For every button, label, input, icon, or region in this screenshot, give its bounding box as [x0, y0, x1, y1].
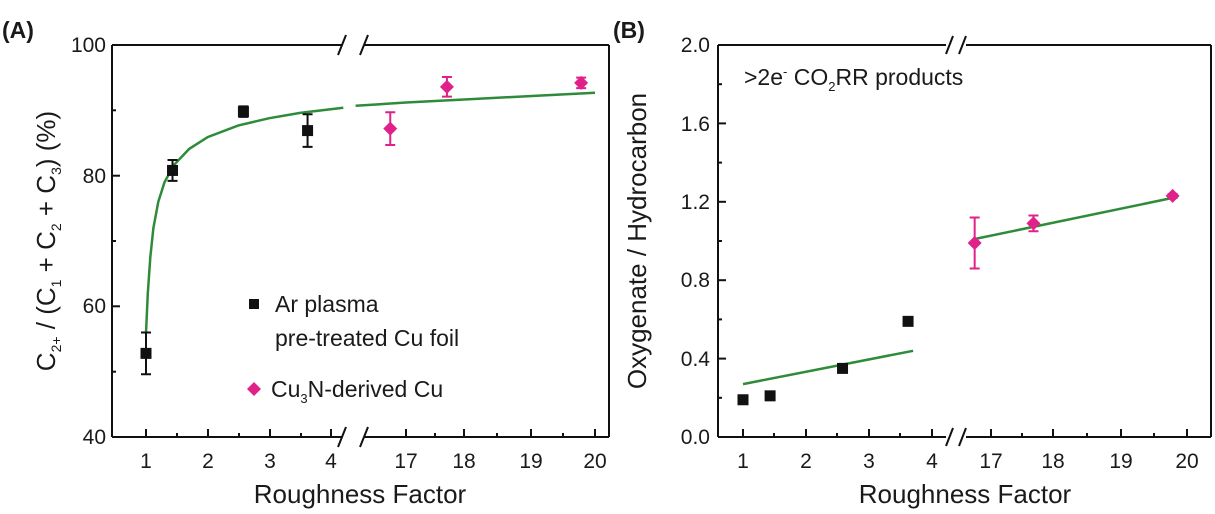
panel-a-axis-break-marks: [337, 34, 369, 448]
panel-a-ytick-label: 100: [71, 34, 106, 57]
data-point-square: [140, 347, 152, 359]
panel-a-ytick-label: 60: [83, 295, 106, 318]
data-point-diamond: [439, 79, 454, 94]
data-point-diamond: [574, 75, 589, 90]
panel-b-x-axis-title: Roughness Factor: [859, 479, 1072, 509]
fit-line-seg2: [355, 91, 596, 108]
panel-b-xtick-label: 1: [737, 450, 749, 473]
data-point-square: [764, 390, 776, 402]
panel-a-xtick-label: 18: [452, 450, 475, 473]
panel-a: (A) 40 60 80 100: [2, 17, 610, 509]
panel-a-data-points: [140, 75, 589, 376]
panel-b-axis-break-marks: [945, 35, 967, 447]
panel-b-ytick-label: 0.0: [681, 426, 710, 449]
panel-a-ytick-label: 40: [83, 426, 106, 449]
panel-b-annotation: >2e- CO2RR products: [744, 64, 963, 94]
panel-b-ytick-label: 1.2: [681, 191, 710, 214]
legend-label-ar-plasma-line2: pre-treated Cu foil: [275, 325, 459, 351]
panel-b-y-axis-title: Oxygenate / Hydrocarbon: [622, 93, 652, 389]
panel-b-data-points: [737, 188, 1180, 406]
panel-a-y-axis-title: C2+ / (C1 + C2 + C3) (%): [31, 111, 64, 371]
panel-a-ytick-label: 80: [83, 165, 106, 188]
panel-a-xtick-label: 17: [394, 450, 417, 473]
panel-b-xtick-label: 2: [800, 450, 812, 473]
panel-b-xtick-label: 19: [1109, 450, 1132, 473]
data-point-square: [737, 394, 749, 406]
data-point-diamond: [1165, 188, 1180, 203]
panel-a-xtick-label: 19: [519, 450, 542, 473]
panel-a-xtick-label: 1: [140, 450, 152, 473]
panel-a-label: (A): [2, 17, 34, 43]
panel-a-xtick-label: 4: [325, 450, 337, 473]
legend-diamond-marker: [247, 382, 261, 396]
panel-b-fit-lines: [742, 196, 1173, 386]
fit-line-seg2: [974, 196, 1173, 241]
panel-b-xtick-label: 18: [1041, 450, 1064, 473]
panel-b-xtick-label: 3: [863, 450, 875, 473]
data-point-square: [237, 106, 249, 118]
panel-b-ytick-label: 2.0: [681, 34, 710, 57]
panel-b-xtick-label: 17: [979, 450, 1002, 473]
data-point-square: [902, 315, 914, 327]
panel-b-ytick-label: 0.4: [681, 348, 711, 371]
legend-square-marker: [249, 299, 259, 309]
panel-b-ytick-label: 1.6: [681, 113, 710, 136]
panel-a-x-axis-title: Roughness Factor: [254, 479, 467, 509]
fit-line-seg1: [742, 349, 914, 386]
panel-b-axes: [717, 44, 1212, 438]
panel-b-xtick-label: 20: [1175, 450, 1198, 473]
panel-a-xtick-label: 2: [202, 450, 214, 473]
data-point-square: [837, 362, 849, 374]
legend-label-cu3n: Cu3N-derived Cu: [271, 376, 443, 406]
panel-b: (B) 0.0 0.4: [613, 17, 1212, 509]
data-point-diamond: [1026, 216, 1041, 231]
data-point-diamond: [967, 235, 982, 250]
panel-b-y-ticks: [718, 44, 726, 438]
data-point-square: [302, 125, 314, 137]
panel-a-legend: Ar plasma pre-treated Cu foil Cu3N-deriv…: [247, 291, 459, 406]
panel-a-xtick-label: 20: [583, 450, 606, 473]
panel-b-x-ticks: [742, 429, 1188, 437]
panel-b-xtick-label: 4: [926, 450, 938, 473]
data-point-square: [167, 164, 179, 176]
data-point-diamond: [383, 121, 398, 136]
panel-a-xtick-label: 3: [264, 450, 276, 473]
panel-b-ytick-label: 0.8: [681, 269, 710, 292]
panel-a-x-ticks: [145, 429, 596, 437]
legend-label-ar-plasma-line1: Ar plasma: [275, 291, 379, 317]
panel-b-label: (B): [613, 17, 645, 43]
panel-a-y-ticks: [112, 44, 120, 438]
